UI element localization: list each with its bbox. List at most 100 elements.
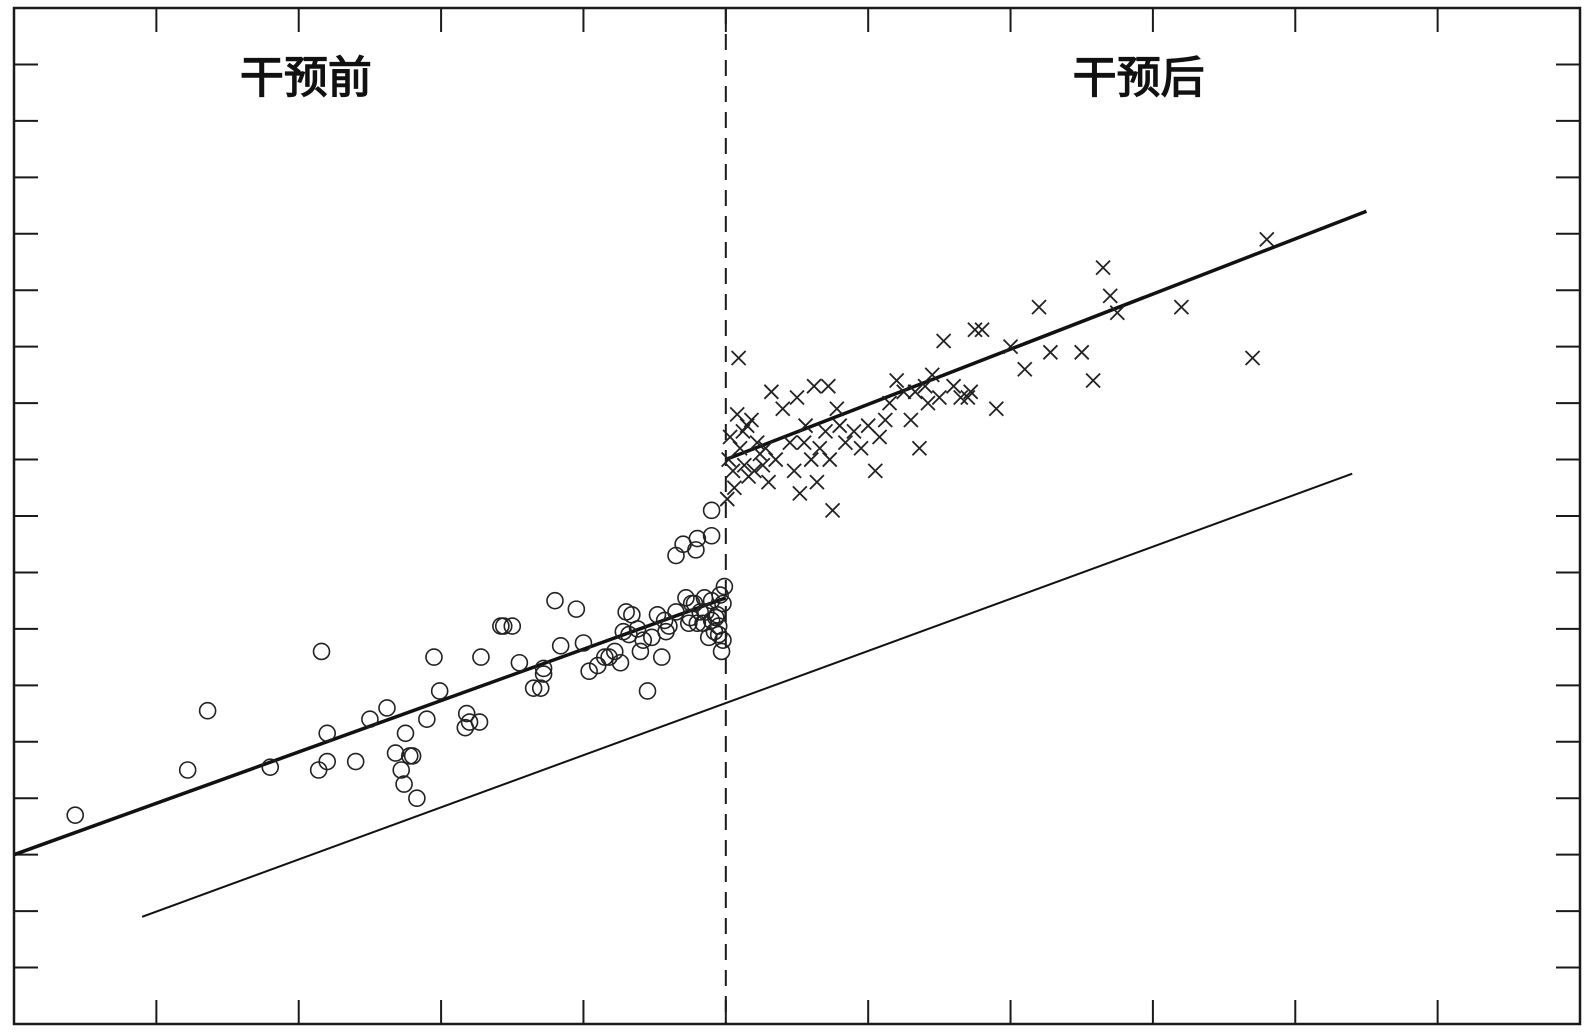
panel-label-1: 干预后 xyxy=(1073,53,1205,104)
fit-line-1 xyxy=(725,209,1368,462)
point-circle-38 xyxy=(580,662,598,681)
point-circle-3 xyxy=(261,758,280,776)
point-cross-49 xyxy=(907,384,923,400)
point-cross-19 xyxy=(763,384,780,400)
point-circle-81 xyxy=(715,577,734,596)
point-circle-34 xyxy=(546,591,564,610)
point-circle-11 xyxy=(386,744,405,762)
point-circle-22 xyxy=(457,704,476,723)
point-cross-71 xyxy=(1109,305,1125,321)
point-cross-28 xyxy=(803,451,819,468)
point-circle-24 xyxy=(470,713,489,731)
point-cross-67 xyxy=(1074,344,1090,360)
point-circle-77 xyxy=(711,586,729,604)
point-cross-0 xyxy=(719,491,735,507)
point-cross-34 xyxy=(822,451,838,468)
point-circle-33 xyxy=(534,665,553,683)
point-circle-60 xyxy=(677,589,695,607)
point-cross-21 xyxy=(775,401,791,417)
point-circle-48 xyxy=(628,620,647,638)
point-cross-55 xyxy=(935,333,952,349)
point-cross-46 xyxy=(889,372,905,389)
point-circle-20 xyxy=(430,682,449,700)
point-cross-7 xyxy=(732,440,748,456)
point-cross-6 xyxy=(730,350,747,366)
point-circle-6 xyxy=(318,752,337,771)
point-circle-64 xyxy=(687,541,705,559)
fit-lines xyxy=(13,8,1368,1024)
point-cross-42 xyxy=(867,463,883,479)
point-cross-69 xyxy=(1095,260,1111,276)
point-circle-66 xyxy=(688,614,707,633)
point-cross-13 xyxy=(746,463,762,479)
point-cross-31 xyxy=(812,440,828,456)
point-circle-43 xyxy=(611,653,630,672)
point-cross-5 xyxy=(729,406,745,423)
point-circle-12 xyxy=(392,761,411,779)
point-cross-65 xyxy=(1031,299,1047,315)
point-cross-45 xyxy=(881,395,898,411)
point-cross-27 xyxy=(797,418,814,434)
point-circle-7 xyxy=(318,724,337,743)
plot-frame xyxy=(12,6,1582,1026)
point-cross-62 xyxy=(988,401,1004,417)
point-cross-12 xyxy=(743,412,760,428)
point-cross-51 xyxy=(917,378,933,394)
point-circle-16 xyxy=(400,747,419,765)
point-cross-53 xyxy=(924,367,940,383)
point-circle-79 xyxy=(714,594,732,613)
point-cross-32 xyxy=(817,423,834,439)
point-circle-35 xyxy=(551,637,570,655)
point-cross-72 xyxy=(1173,299,1190,315)
point-circle-83 xyxy=(702,526,721,545)
point-cross-58 xyxy=(960,389,976,406)
point-cross-61 xyxy=(974,322,990,338)
point-circle-41 xyxy=(600,648,618,666)
point-circle-18 xyxy=(418,710,436,729)
reference-line-2 xyxy=(141,472,1353,918)
point-cross-18 xyxy=(760,474,777,490)
point-cross-50 xyxy=(911,440,928,456)
point-cross-43 xyxy=(871,429,888,445)
point-circle-1 xyxy=(178,761,197,779)
point-circle-71 xyxy=(699,628,718,647)
point-cross-63 xyxy=(1002,339,1019,355)
point-circle-55 xyxy=(655,611,674,630)
data-points xyxy=(66,231,1275,824)
panel-labels: 干预前 干预后 xyxy=(240,53,1205,104)
point-circle-78 xyxy=(712,642,731,661)
point-cross-64 xyxy=(1017,361,1033,377)
point-circle-29 xyxy=(510,653,529,672)
point-circle-82 xyxy=(667,546,685,565)
point-circle-87 xyxy=(707,608,725,627)
point-cross-35 xyxy=(824,502,841,518)
point-circle-4 xyxy=(312,642,331,661)
point-cross-44 xyxy=(877,412,893,428)
point-circle-14 xyxy=(396,724,415,743)
point-circle-84 xyxy=(702,501,721,520)
point-cross-70 xyxy=(1102,288,1118,304)
axis-ticks xyxy=(13,8,1580,1024)
point-cross-47 xyxy=(896,384,912,400)
point-circle-50 xyxy=(634,631,653,649)
point-cross-73 xyxy=(1244,350,1261,366)
point-cross-57 xyxy=(953,389,969,406)
point-circle-13 xyxy=(395,775,413,793)
point-cross-56 xyxy=(945,378,962,394)
point-cross-3 xyxy=(725,463,741,479)
point-cross-26 xyxy=(796,434,812,451)
point-circle-27 xyxy=(494,617,513,635)
point-cross-38 xyxy=(837,434,854,451)
point-cross-36 xyxy=(829,401,845,417)
point-cross-59 xyxy=(963,384,979,400)
point-cross-33 xyxy=(820,378,836,394)
point-circle-5 xyxy=(309,761,328,779)
point-circle-19 xyxy=(425,648,443,666)
panel-label-0: 干预前 xyxy=(240,53,372,104)
point-cross-14 xyxy=(749,434,765,451)
point-circle-0 xyxy=(66,806,85,824)
point-circle-57 xyxy=(660,617,678,635)
point-circle-80 xyxy=(714,631,732,649)
point-circle-51 xyxy=(638,682,657,700)
point-cross-17 xyxy=(758,440,774,456)
